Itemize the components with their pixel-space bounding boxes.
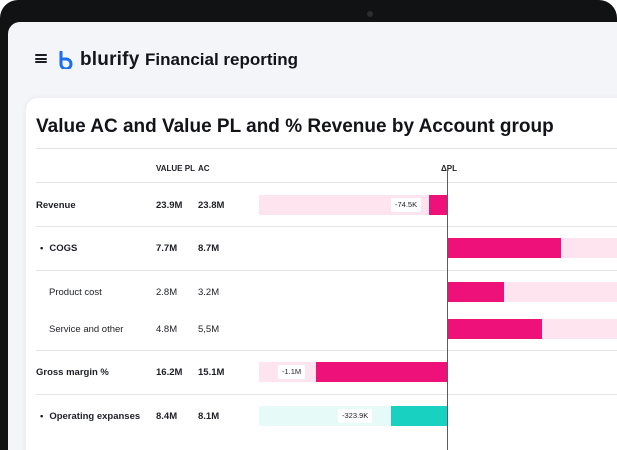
delta-bar-label: -74.5K (391, 198, 422, 212)
row-label-gross-margin: Gross margin % (36, 367, 109, 378)
divider (36, 226, 617, 227)
delta-zero-axis (447, 165, 448, 450)
delta-bar (429, 195, 447, 215)
delta-bar (391, 406, 447, 426)
top-bar: blurify Financial reporting (8, 22, 617, 98)
column-header-value-pl: VALUE PL (156, 164, 195, 173)
brand-logo[interactable]: blurify (58, 49, 139, 71)
delta-bar-label: -1.1M (278, 365, 306, 379)
row-value-ac: 8.7M (198, 243, 220, 254)
row-value-pl: 8.4M (156, 411, 178, 422)
row-value-pl: 16.2M (156, 367, 183, 378)
row-label-service-and-other: Service and other (49, 324, 124, 335)
divider (36, 394, 617, 395)
row-value-pl: 23.9M (156, 200, 183, 211)
row-value-pl: 2.8M (156, 287, 178, 298)
delta-bar (447, 238, 561, 258)
row-value-pl: 7.7M (156, 243, 178, 254)
row-label-cogs: • COGS (40, 243, 78, 254)
row-label-product-cost: Product cost (49, 287, 102, 298)
divider (36, 350, 617, 351)
divider (36, 182, 617, 183)
brand-name: blurify (80, 49, 140, 70)
page-title: Financial reporting (145, 50, 299, 69)
hamburger-menu-icon[interactable] (35, 54, 47, 63)
row-value-ac: 15.1M (198, 367, 225, 378)
row-value-pl: 4.8M (156, 324, 178, 335)
report-title: Value AC and Value PL and % Revenue by A… (36, 116, 554, 137)
row-value-ac: 8.1M (198, 411, 220, 422)
blurify-logo-icon (59, 51, 73, 69)
row-value-ac: 23.8M (198, 200, 225, 211)
column-header-ac: AC (198, 164, 210, 173)
delta-bar (447, 282, 504, 302)
row-value-ac: 3.2M (198, 287, 220, 298)
column-header-delta-pl: ΔPL (441, 164, 457, 173)
row-label-operating-expanses: • Operating expanses (40, 411, 141, 422)
report-card: Value AC and Value PL and % Revenue by A… (26, 98, 617, 450)
delta-bar (316, 362, 447, 382)
row-value-ac: 5,5M (198, 324, 220, 335)
divider (36, 148, 617, 149)
divider (36, 270, 617, 271)
delta-bar-label: -323.9K (338, 409, 373, 423)
row-label-revenue: Revenue (36, 200, 76, 211)
delta-bar (447, 319, 542, 339)
camera-dot (367, 11, 373, 17)
app-screen: blurify Financial reporting Value AC and… (8, 22, 617, 450)
